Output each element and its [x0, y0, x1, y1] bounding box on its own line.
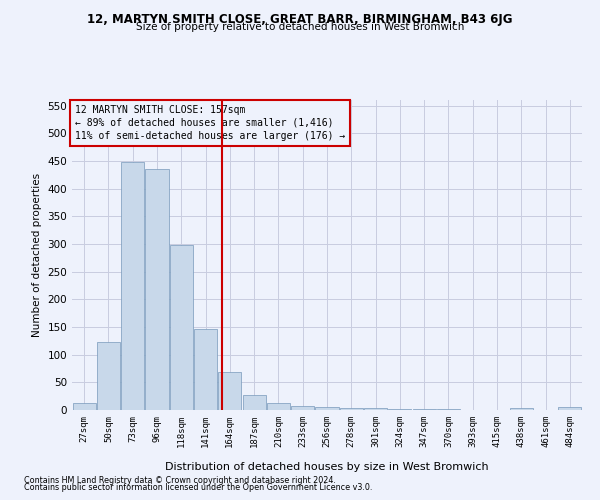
Text: Contains HM Land Registry data © Crown copyright and database right 2024.: Contains HM Land Registry data © Crown c… — [24, 476, 336, 485]
Bar — [73, 404, 95, 410]
Text: 12 MARTYN SMITH CLOSE: 157sqm
← 89% of detached houses are smaller (1,416)
11% o: 12 MARTYN SMITH CLOSE: 157sqm ← 89% of d… — [74, 104, 345, 141]
Text: Size of property relative to detached houses in West Bromwich: Size of property relative to detached ho… — [136, 22, 464, 32]
Bar — [316, 406, 338, 410]
Text: Contains public sector information licensed under the Open Government Licence v3: Contains public sector information licen… — [24, 484, 373, 492]
Bar — [267, 403, 290, 410]
Bar — [97, 342, 120, 410]
Bar — [121, 162, 144, 410]
Y-axis label: Number of detached properties: Number of detached properties — [32, 173, 42, 337]
Bar — [242, 395, 266, 410]
Bar — [218, 372, 241, 410]
Bar — [510, 408, 533, 410]
Bar — [291, 406, 314, 410]
Bar — [340, 408, 363, 410]
Text: Distribution of detached houses by size in West Bromwich: Distribution of detached houses by size … — [165, 462, 489, 472]
Bar — [170, 245, 193, 410]
Text: 12, MARTYN SMITH CLOSE, GREAT BARR, BIRMINGHAM, B43 6JG: 12, MARTYN SMITH CLOSE, GREAT BARR, BIRM… — [87, 12, 513, 26]
Bar — [145, 169, 169, 410]
Bar — [194, 329, 217, 410]
Bar — [559, 406, 581, 410]
Bar — [364, 408, 387, 410]
